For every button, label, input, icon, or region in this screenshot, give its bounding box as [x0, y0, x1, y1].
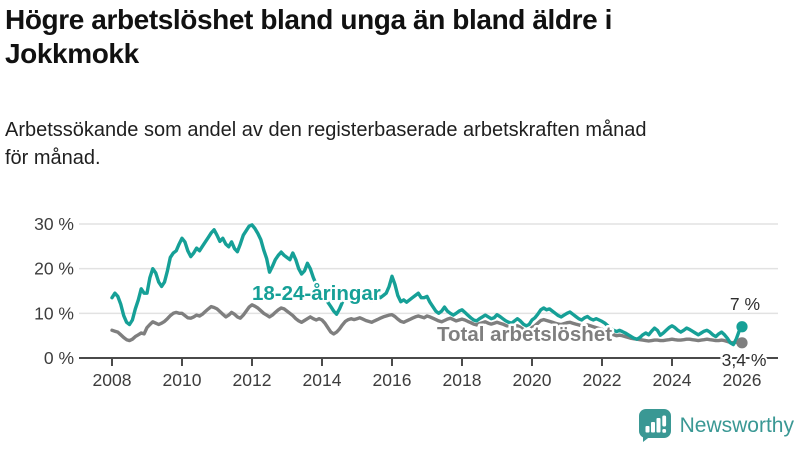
series-label-youth: 18-24-åringar [252, 282, 381, 305]
x-tick-label: 2012 [233, 370, 272, 390]
series-line-total [110, 303, 744, 345]
x-tick-label: 2010 [163, 370, 202, 390]
y-tick-label: 10 % [34, 303, 74, 323]
end-value-label-youth: 7 % [730, 294, 760, 314]
x-tick-label: 2018 [443, 370, 482, 390]
end-dot-total [736, 337, 748, 349]
chart-subtitle: Arbetssökande som andel av den registerb… [5, 116, 795, 172]
page-title: Högre arbetslöshet bland unga än bland ä… [5, 3, 795, 71]
x-tick-label: 2022 [583, 370, 622, 390]
end-dot-youth [736, 321, 748, 333]
end-value-label-total: 3,4 % [722, 350, 767, 370]
title-line-1: Högre arbetslöshet bland unga än bland ä… [5, 4, 613, 35]
y-tick-label: 30 % [34, 214, 74, 234]
series-label-total: Total arbetslöshet [437, 323, 612, 346]
bar-chart-speech-bubble-icon [638, 409, 671, 442]
subtitle-line-2: för månad. [5, 147, 101, 169]
x-tick-label: 2024 [653, 370, 692, 390]
subtitle-line-1: Arbetssökande som andel av den registerb… [5, 119, 647, 141]
y-tick-label: 0 % [44, 348, 74, 368]
title-line-2: Jokkmokk [5, 38, 139, 69]
y-tick-label: 20 % [34, 259, 74, 279]
x-tick-label: 2026 [723, 370, 762, 390]
x-tick-label: 2016 [373, 370, 412, 390]
newsworthy-logo[interactable]: Newsworthy [638, 409, 794, 442]
x-tick-label: 2020 [513, 370, 552, 390]
series-line-youth [110, 223, 744, 347]
brand-name: Newsworthy [679, 413, 794, 437]
x-tick-label: 2014 [303, 370, 342, 390]
x-tick-label: 2008 [93, 370, 132, 390]
